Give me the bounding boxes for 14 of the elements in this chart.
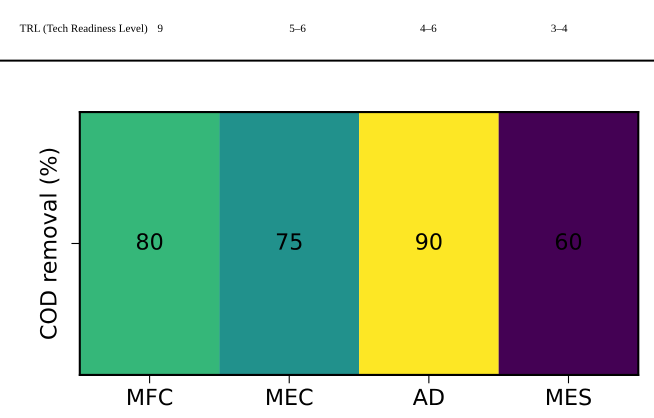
x-tick-label: MEC [267, 388, 312, 406]
y-axis-title: COD removal (%) [40, 148, 60, 339]
text: 5–6 [290, 24, 306, 32]
text: 3–4 [551, 24, 568, 32]
text: TRL (Tech Readiness Level) [20, 24, 148, 34]
x-tick-label: MFC [128, 388, 172, 406]
x-tick-label: MES [547, 388, 591, 406]
text: 9 [158, 24, 163, 32]
data-label: 90 [416, 233, 442, 250]
text: 4–6 [420, 24, 436, 32]
x-tick-label: AD [412, 388, 444, 406]
data-label: 80 [136, 233, 162, 250]
data-label: 60 [556, 233, 582, 250]
data-label: 75 [276, 233, 302, 250]
